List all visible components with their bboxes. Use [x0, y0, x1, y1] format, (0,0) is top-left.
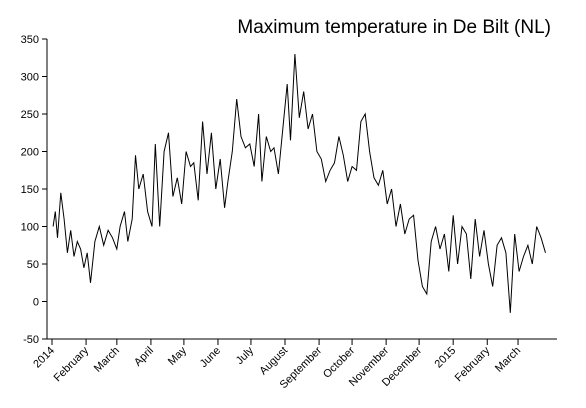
x-tick-label: August — [257, 345, 290, 378]
y-tick-label: 250 — [21, 109, 39, 121]
y-axis-ticks: -50 0 50 100 150 200 250 300 350 — [21, 34, 47, 346]
x-tick-label: 2015 — [433, 345, 459, 371]
x-tick-label: March — [493, 345, 523, 375]
x-tick-label: April — [132, 345, 156, 369]
x-tick-label: July — [234, 344, 257, 367]
y-tick-label: 50 — [27, 259, 39, 271]
x-tick-label: March — [92, 345, 122, 375]
x-tick-label: June — [198, 345, 223, 370]
y-tick-label: 0 — [33, 297, 39, 309]
y-tick-label: 100 — [21, 222, 39, 234]
y-tick-label: 350 — [21, 34, 39, 46]
y-tick-label: -50 — [23, 334, 39, 346]
x-tick-label: February — [52, 344, 92, 384]
y-tick-label: 150 — [21, 184, 39, 196]
temperature-series-line — [52, 53, 546, 313]
y-tick-label: 200 — [21, 147, 39, 159]
x-tick-label: February — [453, 344, 493, 384]
chart-title: Maximum temperature in De Bilt (NL) — [237, 17, 551, 38]
y-tick-label: 300 — [21, 72, 39, 84]
x-tick-label: May — [166, 344, 190, 368]
x-tick-label: 2014 — [31, 345, 57, 371]
